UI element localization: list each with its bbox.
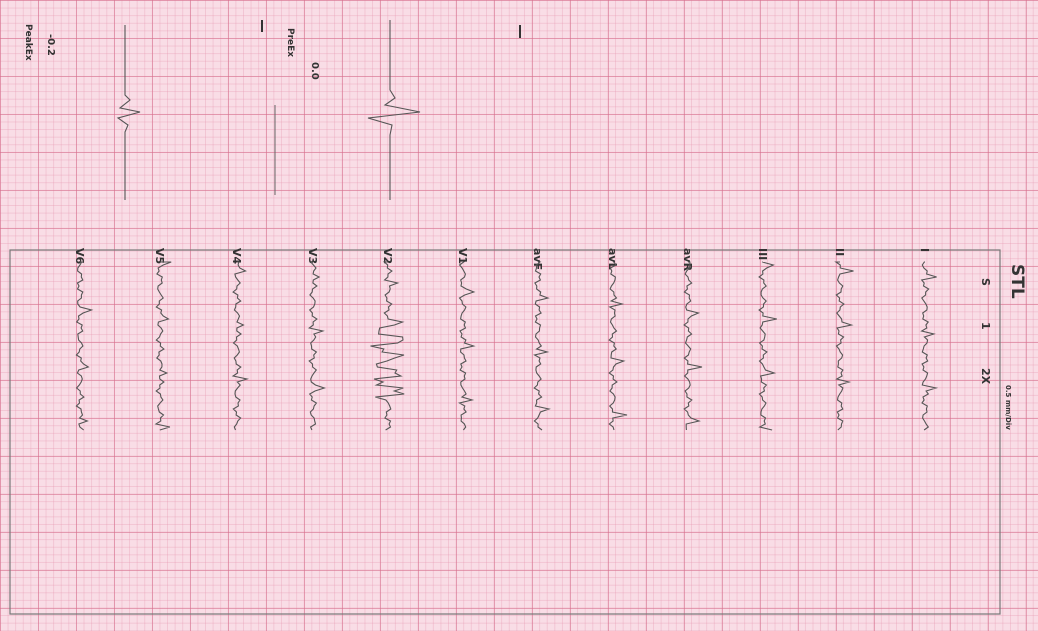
ecg-trace	[533, 261, 551, 431]
lead-label: V2	[381, 248, 394, 264]
measurement-label: PreEx	[285, 28, 295, 57]
setting: 1	[979, 322, 992, 330]
frame	[9, 249, 1001, 615]
ecg-trace	[458, 261, 476, 431]
ecg-trace	[308, 261, 327, 431]
ecg-trace	[370, 261, 405, 431]
measurement-value: -0.2	[45, 34, 56, 56]
measurement-label: PeakEx	[23, 24, 33, 61]
ecg-trace	[75, 261, 94, 431]
lead-label: V5	[153, 248, 166, 264]
lead-label: III	[756, 248, 769, 260]
lead-label: V1	[456, 248, 469, 264]
rhythm-trace	[116, 25, 141, 200]
ecg-trace	[920, 261, 939, 431]
ecg-trace	[834, 261, 854, 431]
lead-label: V3	[306, 248, 319, 264]
setting: 2X	[979, 368, 992, 385]
scale: 0.5 mm/Div	[1004, 385, 1012, 430]
lead-label: II	[833, 248, 846, 256]
ecg-trace	[683, 261, 703, 431]
ecg-trace	[154, 261, 172, 431]
lead-label: I	[918, 248, 931, 252]
ecg-trace	[608, 261, 628, 431]
title: STL	[1007, 264, 1027, 299]
rhythm-trace	[367, 20, 421, 200]
ecg-trace	[758, 261, 777, 431]
lead-label: avF	[531, 248, 544, 270]
lead-label: V4	[230, 248, 243, 265]
lead-label: avR	[681, 248, 694, 272]
ecg-trace	[231, 261, 250, 431]
measurement-value: 0.0	[309, 62, 320, 80]
setting: S	[979, 278, 992, 286]
lead-label: V6	[73, 248, 86, 265]
